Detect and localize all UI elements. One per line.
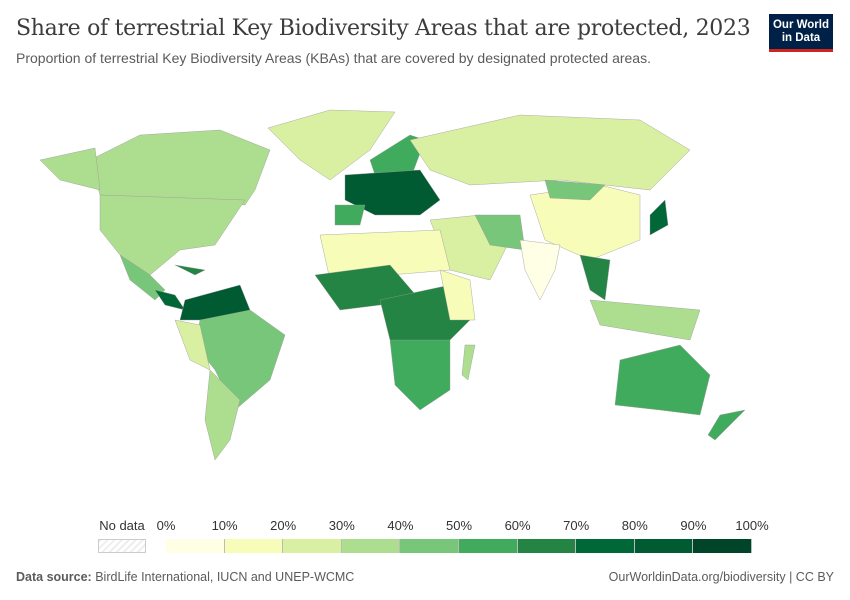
region-europe bbox=[344, 169, 441, 216]
legend-tick: 20% bbox=[270, 518, 297, 533]
legend-tick: 70% bbox=[563, 518, 590, 533]
region-indonesia bbox=[589, 299, 701, 341]
color-legend: No data 0% 10% 20% 30% 40% 50% 60% 70% 80% 90% 100… bbox=[0, 515, 850, 555]
legend-tick: 10% bbox=[211, 518, 238, 533]
legend-tick: 0% bbox=[156, 518, 176, 533]
legend-tick: 90% bbox=[680, 518, 707, 533]
legend-swatch[interactable] bbox=[517, 539, 577, 553]
region-usa bbox=[99, 194, 246, 276]
logo-text-2: in Data bbox=[781, 32, 821, 44]
region-mongolia bbox=[544, 179, 606, 201]
legend-swatch[interactable] bbox=[576, 539, 635, 553]
region-argentina bbox=[204, 369, 241, 461]
region-canada bbox=[89, 129, 271, 206]
legend-swatch[interactable] bbox=[459, 539, 518, 553]
region-india bbox=[519, 239, 561, 301]
region-central-america bbox=[154, 289, 186, 311]
legend-tick: 40% bbox=[387, 518, 414, 533]
legend-tick: 30% bbox=[328, 518, 355, 533]
region-japan bbox=[649, 199, 669, 236]
region-north-africa bbox=[319, 229, 451, 281]
region-iberia bbox=[334, 204, 366, 226]
data-source: Data source: BirdLife International, IUC… bbox=[16, 570, 354, 584]
legend-swatch[interactable] bbox=[166, 539, 225, 553]
no-data-label: No data bbox=[99, 518, 145, 533]
owid-logo[interactable]: Our World in Data bbox=[769, 14, 833, 52]
region-east-africa bbox=[439, 269, 476, 321]
legend-swatch[interactable] bbox=[341, 539, 401, 553]
footer-link[interactable]: OurWorldinData.org/biodiversity | CC BY bbox=[608, 570, 834, 584]
no-data-swatch bbox=[98, 539, 146, 553]
chart-title: Share of terrestrial Key Biodiversity Ar… bbox=[16, 16, 751, 41]
legend-tick: 50% bbox=[445, 518, 473, 533]
region-cuba bbox=[174, 264, 206, 276]
world-map[interactable] bbox=[0, 90, 850, 510]
legend-swatch[interactable] bbox=[693, 539, 752, 553]
source-label: Data source: bbox=[16, 570, 92, 584]
region-new-zealand bbox=[707, 409, 746, 441]
legend-swatch[interactable] bbox=[283, 539, 342, 553]
chart-subtitle: Proportion of terrestrial Key Biodiversi… bbox=[16, 50, 651, 66]
logo-text-1: Our World bbox=[772, 19, 829, 31]
legend-swatch[interactable] bbox=[224, 539, 284, 553]
region-russia bbox=[409, 114, 691, 191]
legend-swatch[interactable] bbox=[634, 539, 694, 553]
legend-tick: 80% bbox=[621, 518, 648, 533]
source-text: BirdLife International, IUCN and UNEP-WC… bbox=[95, 570, 355, 584]
region-se-asia bbox=[579, 254, 611, 301]
region-madagascar bbox=[461, 344, 476, 381]
region-alaska bbox=[39, 147, 101, 191]
region-greenland bbox=[267, 109, 396, 181]
legend-tick: 60% bbox=[504, 518, 531, 533]
region-southern-africa bbox=[389, 339, 451, 411]
region-australia bbox=[614, 344, 711, 416]
legend-tick: 100% bbox=[735, 518, 769, 533]
legend-swatch[interactable] bbox=[400, 539, 459, 553]
